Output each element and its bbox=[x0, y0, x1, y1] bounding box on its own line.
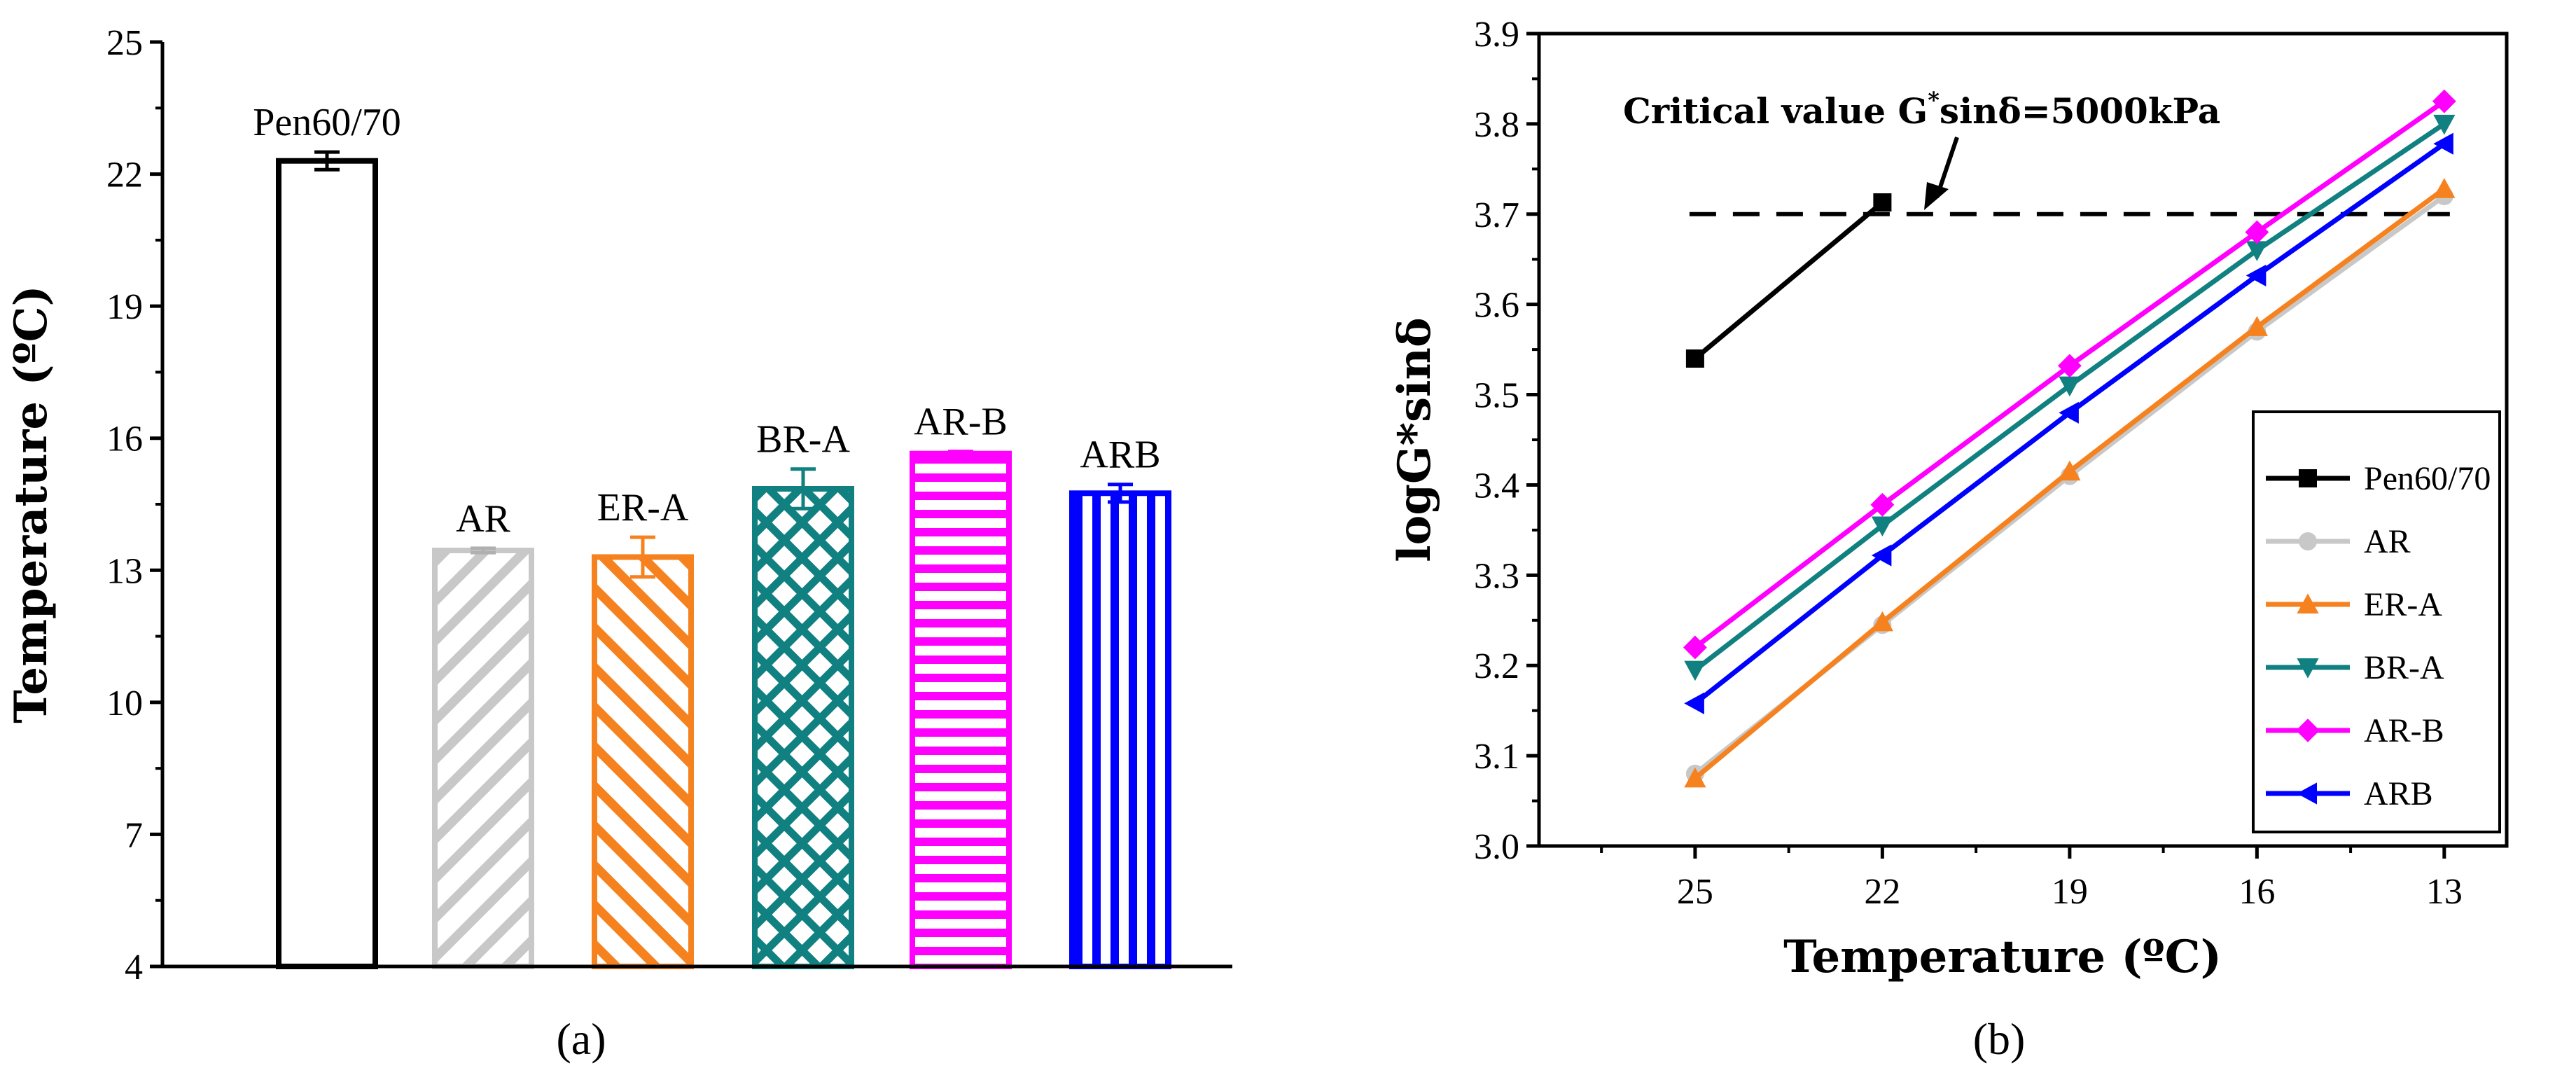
series-br-a bbox=[1684, 114, 2456, 681]
legend-item: ER-A bbox=[2266, 586, 2442, 623]
marker bbox=[1871, 516, 1893, 537]
b-ytick-label: 3.7 bbox=[1474, 195, 1519, 235]
a-ytick-label: 4 bbox=[125, 948, 143, 987]
b-xtick-label: 22 bbox=[1864, 872, 1900, 912]
marker bbox=[1873, 193, 1892, 212]
legend-item: AR-B bbox=[2266, 712, 2444, 749]
b-xtick-label: 25 bbox=[1677, 872, 1713, 912]
b-ytick-label: 3.8 bbox=[1474, 105, 1519, 145]
marker bbox=[1870, 492, 1895, 517]
a-bars: Pen60/70 AR ER-A BR-A AR-B ARB bbox=[253, 101, 1171, 970]
bar-br-a bbox=[752, 486, 854, 969]
series-arb bbox=[1684, 132, 2453, 714]
b-ticks: 3.0 3.1 3.2 3.3 3.4 3.5 3.6 3.7 3.8 3.9 25 22 19 16 13 bbox=[1474, 15, 2463, 912]
a-ytick-label: 19 bbox=[106, 287, 143, 327]
legend-box bbox=[2252, 410, 2501, 833]
caption-a: (a) bbox=[556, 1014, 606, 1064]
annotation: Critical value G*sinδ=5000kPa bbox=[1623, 87, 2220, 210]
legend-label: ER-A bbox=[2364, 586, 2442, 623]
marker bbox=[2299, 469, 2317, 487]
annotation-text: Critical value G*sinδ=5000kPa bbox=[1623, 87, 2220, 132]
legend-label: BR-A bbox=[2364, 649, 2444, 686]
bar-label: ER-A bbox=[597, 486, 689, 529]
a-y-axis-title: Temperature (ºC) bbox=[5, 285, 57, 723]
legend-item: Pen60/70 bbox=[2266, 460, 2491, 497]
b-ytick-label: 3.1 bbox=[1474, 737, 1519, 777]
marker bbox=[1871, 544, 1892, 567]
b-y-axis-title: logG*sinδ bbox=[1388, 317, 1441, 562]
panel-b: 3.0 3.1 3.2 3.3 3.4 3.5 3.6 3.7 3.8 3.9 25 22 19 16 13… bbox=[1388, 15, 2509, 1064]
b-ytick-label: 3.9 bbox=[1474, 15, 1519, 55]
b-ytick-label: 3.0 bbox=[1474, 827, 1519, 867]
legend-label: AR bbox=[2364, 523, 2411, 560]
bar-arb bbox=[1069, 490, 1171, 969]
series-line bbox=[1693, 200, 1884, 361]
series-pen60-70 bbox=[1685, 193, 1892, 368]
bar-label: Pen60/70 bbox=[253, 101, 401, 144]
b-ytick-label: 3.5 bbox=[1474, 376, 1519, 416]
a-ytick-label: 10 bbox=[106, 684, 143, 723]
b-series bbox=[1683, 89, 2456, 788]
marker bbox=[2246, 316, 2268, 336]
bar-ar bbox=[432, 548, 534, 969]
marker bbox=[2297, 593, 2319, 613]
marker bbox=[2433, 178, 2456, 198]
a-ytick-label: 25 bbox=[106, 23, 143, 63]
marker bbox=[2433, 132, 2453, 155]
legend-label: ARB bbox=[2364, 775, 2433, 812]
a-ytick-label: 22 bbox=[106, 155, 143, 195]
a-ytick-label: 7 bbox=[125, 815, 143, 855]
b-ytick-label: 3.3 bbox=[1474, 556, 1519, 596]
bar-label: AR-B bbox=[914, 401, 1008, 444]
legend-item: BR-A bbox=[2266, 649, 2444, 686]
bar-ar-b bbox=[910, 450, 1012, 969]
annotation-arrowhead bbox=[1924, 182, 1949, 210]
marker bbox=[2057, 354, 2082, 378]
caption-b: (b) bbox=[1973, 1014, 2026, 1064]
b-ytick-label: 3.6 bbox=[1474, 286, 1519, 326]
b-xtick-label: 16 bbox=[2239, 872, 2275, 912]
series-ar-b bbox=[1683, 89, 2456, 660]
bar-label: ARB bbox=[1080, 434, 1160, 477]
marker bbox=[2432, 89, 2456, 113]
marker bbox=[1684, 692, 1704, 714]
a-y-ticks: 4 7 10 13 16 19 22 25 bbox=[106, 23, 162, 987]
marker bbox=[2297, 782, 2317, 805]
marker bbox=[2296, 719, 2320, 742]
bar-er-a bbox=[592, 554, 694, 969]
marker bbox=[2433, 114, 2456, 135]
marker bbox=[2245, 220, 2269, 244]
marker bbox=[1684, 660, 1706, 681]
legend: Pen60/70 AR ER-A BR-A AR-B ARB bbox=[2252, 410, 2501, 833]
b-ytick-label: 3.2 bbox=[1474, 646, 1519, 686]
b-xtick-label: 13 bbox=[2426, 872, 2463, 912]
panel-a: Pen60/70 AR ER-A BR-A AR-B ARB 4 7 10 13 16 19 22 25… bbox=[5, 23, 1232, 1064]
marker bbox=[2246, 264, 2267, 287]
a-ytick-label: 13 bbox=[106, 551, 143, 591]
legend-label: Pen60/70 bbox=[2364, 460, 2491, 497]
a-ytick-label: 16 bbox=[106, 419, 143, 459]
legend-label: AR-B bbox=[2364, 712, 2444, 749]
marker bbox=[1871, 611, 1893, 632]
legend-item: AR bbox=[2266, 523, 2411, 560]
bar-label: BR-A bbox=[756, 418, 850, 462]
marker bbox=[2059, 401, 2079, 424]
series-er-a bbox=[1684, 178, 2456, 788]
b-x-axis-title: Temperature (ºC) bbox=[1783, 931, 2222, 983]
marker bbox=[2299, 532, 2317, 550]
marker bbox=[2297, 658, 2319, 679]
b-ytick-label: 3.4 bbox=[1474, 466, 1519, 506]
b-xtick-label: 19 bbox=[2052, 872, 2088, 912]
marker bbox=[1684, 767, 1706, 788]
marker bbox=[1683, 635, 1707, 660]
legend-item: ARB bbox=[2266, 775, 2433, 812]
marker bbox=[2246, 241, 2268, 261]
bar-pen60-70 bbox=[276, 158, 378, 970]
marker bbox=[2059, 376, 2081, 397]
bar-label: AR bbox=[456, 497, 510, 541]
marker bbox=[1685, 349, 1704, 368]
marker bbox=[2059, 460, 2081, 481]
